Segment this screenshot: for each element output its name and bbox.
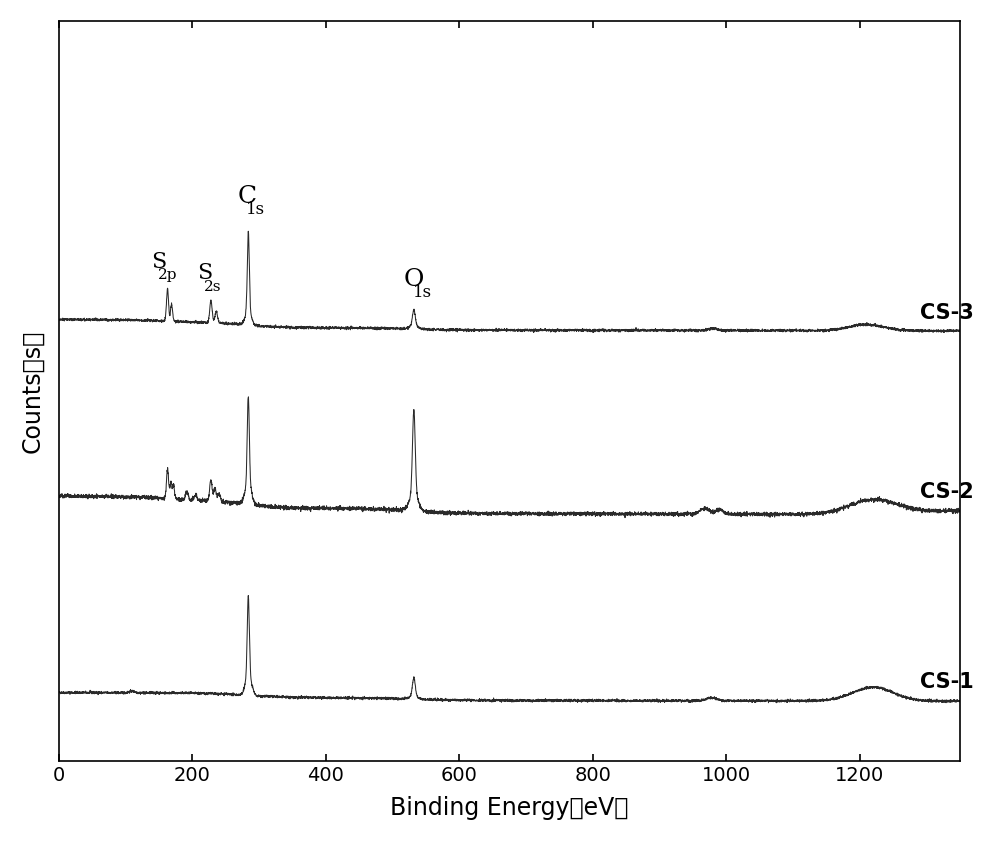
Text: CS-1: CS-1 <box>920 672 974 692</box>
Text: 2s: 2s <box>204 280 222 294</box>
Text: O: O <box>403 268 424 291</box>
Text: 2p: 2p <box>158 268 177 283</box>
Text: S: S <box>151 251 166 272</box>
Text: C: C <box>238 185 257 208</box>
Text: 1s: 1s <box>413 283 432 301</box>
Text: CS-2: CS-2 <box>920 482 974 501</box>
Y-axis label: Counts（s）: Counts（s） <box>21 330 45 452</box>
Text: S: S <box>198 262 213 284</box>
Text: CS-3: CS-3 <box>920 303 974 323</box>
X-axis label: Binding Energy（eV）: Binding Energy（eV） <box>390 796 628 820</box>
Text: 1s: 1s <box>246 201 265 218</box>
